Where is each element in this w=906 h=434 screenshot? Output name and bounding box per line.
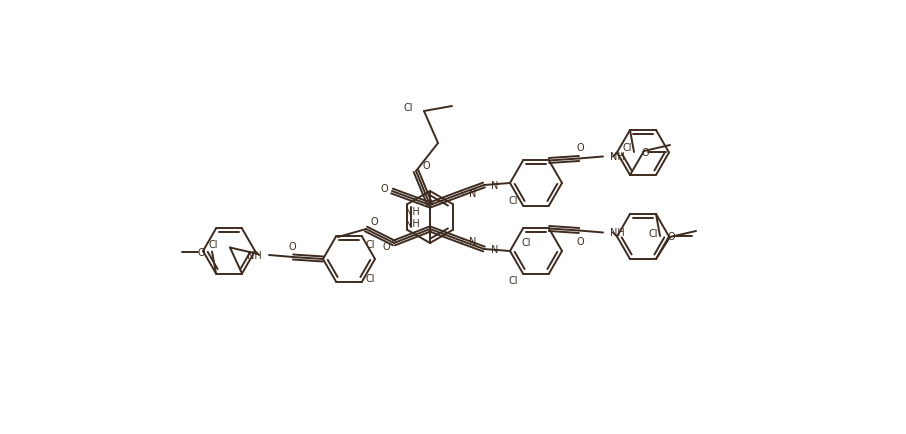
Text: O: O — [576, 237, 583, 247]
Text: Cl: Cl — [403, 103, 413, 113]
Text: NH: NH — [405, 207, 420, 217]
Text: N: N — [469, 237, 477, 247]
Text: O: O — [381, 184, 388, 194]
Text: N: N — [491, 181, 498, 191]
Text: Cl: Cl — [521, 238, 531, 248]
Text: O: O — [382, 241, 390, 251]
Text: O: O — [288, 241, 296, 251]
Text: O: O — [198, 247, 205, 257]
Text: Cl: Cl — [365, 240, 375, 250]
Text: NH: NH — [405, 218, 420, 228]
Text: O: O — [422, 161, 429, 171]
Text: O: O — [641, 148, 649, 158]
Text: Cl: Cl — [649, 228, 658, 238]
Text: O: O — [667, 231, 675, 241]
Text: Cl: Cl — [508, 195, 517, 205]
Text: NH: NH — [610, 228, 625, 238]
Text: O: O — [371, 217, 378, 227]
Text: N: N — [469, 188, 477, 198]
Text: Cl: Cl — [208, 239, 217, 249]
Text: NH: NH — [610, 152, 625, 162]
Text: N: N — [491, 244, 498, 254]
Text: Cl: Cl — [365, 273, 375, 283]
Text: Cl: Cl — [508, 275, 517, 285]
Text: O: O — [576, 143, 583, 153]
Text: Cl: Cl — [622, 143, 631, 153]
Text: NH: NH — [247, 250, 262, 260]
